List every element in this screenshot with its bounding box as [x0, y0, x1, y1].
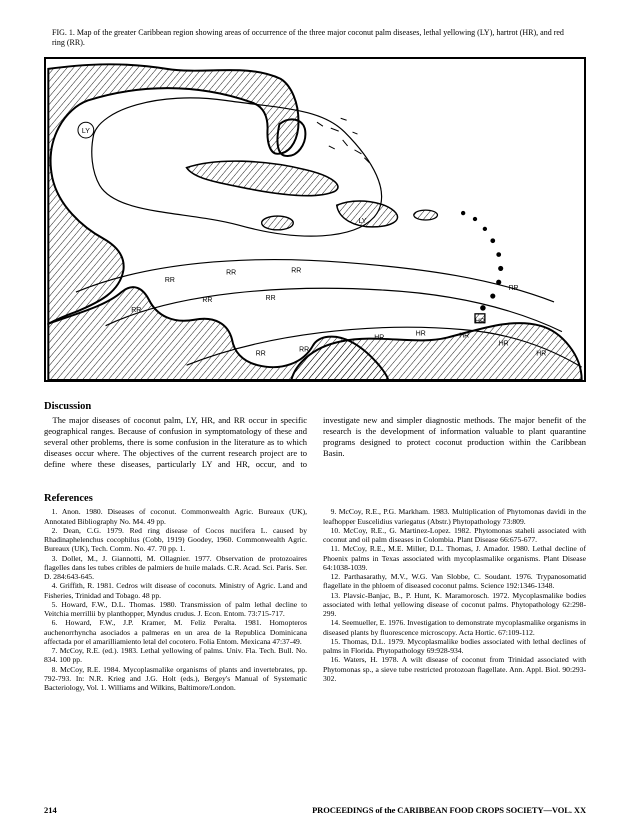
discussion-text: The major diseases of coconut palm, LY, …	[44, 415, 586, 470]
reference-item: 15. Thomas, D.L. 1979. Mycoplasmalike bo…	[323, 637, 586, 656]
label-ly2: LY	[358, 218, 366, 225]
reference-item: 16. Waters, H. 1978. A wilt disease of c…	[323, 655, 586, 683]
label-rr4: RR	[131, 307, 141, 314]
discussion-title: Discussion	[44, 400, 586, 413]
reference-item: 2. Dean, C.G. 1979. Red ring disease of …	[44, 526, 307, 554]
reference-item: 7. McCoy, R.E. (ed.). 1983. Lethal yello…	[44, 646, 307, 665]
label-rr8: RR	[256, 350, 266, 357]
map-svg: LY LY RR RR RR RR RR RR RR RR RR HR HR H…	[46, 59, 584, 380]
references-list: 1. Anon. 1980. Diseases of coconut. Comm…	[44, 507, 586, 692]
label-hr4: HR	[499, 340, 509, 347]
label-hr6: HR	[475, 318, 485, 325]
reference-item: 4. Griffith, R. 1981. Cedros wilt diseas…	[44, 581, 307, 600]
label-rr2: RR	[226, 269, 236, 276]
discussion-body: The major diseases of coconut palm, LY, …	[44, 415, 586, 470]
label-hr3: HR	[459, 332, 469, 339]
label-rr9: RR	[299, 346, 309, 353]
reference-item: 14. Seemueller, E. 1976. Investigation t…	[323, 618, 586, 637]
figure-caption: FIG. 1. Map of the greater Caribbean reg…	[44, 28, 586, 49]
page-footer: 214 PROCEEDINGS of the CARIBBEAN FOOD CR…	[44, 805, 586, 816]
label-rr6: RR	[266, 295, 276, 302]
reference-item: 1. Anon. 1980. Diseases of coconut. Comm…	[44, 507, 307, 526]
label-rr5: RR	[202, 297, 212, 304]
label-hr2: HR	[416, 330, 426, 337]
label-rr7: RR	[509, 285, 519, 292]
label-rr3: RR	[291, 267, 301, 274]
reference-item: 3. Dollet, M., J. Giannotti, M. Ollagnie…	[44, 554, 307, 582]
reference-item: 13. Plavsic-Banjac, B., P. Hunt, K. Mara…	[323, 591, 586, 619]
reference-item: 6. Howard, F.W., J.P. Kramer, M. Feliz P…	[44, 618, 307, 646]
label-hr5: HR	[536, 350, 546, 357]
page-number: 214	[44, 805, 57, 816]
footer-right: PROCEEDINGS of the CARIBBEAN FOOD CROPS …	[312, 805, 586, 816]
label-hr: HR	[374, 334, 384, 341]
reference-item: 8. McCoy, R.E. 1984. Mycoplasmalike orga…	[44, 665, 307, 693]
reference-item: 5. Howard, F.W., D.L. Thomas. 1980. Tran…	[44, 600, 307, 619]
reference-item: 11. McCoy, R.E., M.E. Miller, D.L. Thoma…	[323, 544, 586, 572]
reference-item: 12. Parthasarathy, M.V., W.G. Van Slobbe…	[323, 572, 586, 591]
reference-item: 9. McCoy, R.E., P.G. Markham. 1983. Mult…	[323, 507, 586, 526]
references-title: References	[44, 492, 586, 505]
reference-item: 10. McCoy, R.E., G. Martinez-Lopez. 1982…	[323, 526, 586, 545]
figure-map: LY LY RR RR RR RR RR RR RR RR RR HR HR H…	[44, 57, 586, 382]
label-rr: RR	[165, 277, 175, 284]
label-ly: LY	[82, 128, 90, 135]
